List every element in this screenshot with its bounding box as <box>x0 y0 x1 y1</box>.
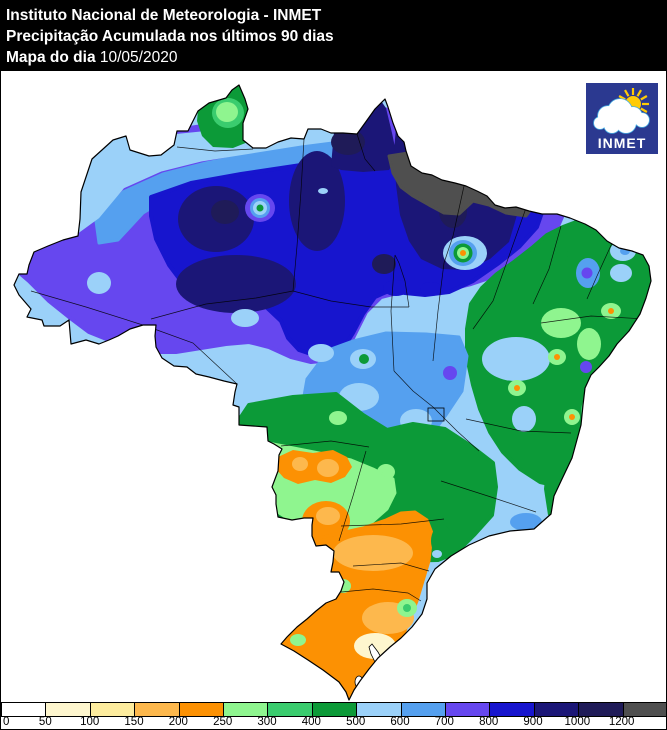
brazil-outline <box>13 84 652 701</box>
colorbar-label: 700 <box>434 716 454 728</box>
title-line-1: Instituto Nacional de Meteorologia - INM… <box>6 7 322 24</box>
colorbar-segment <box>179 703 225 716</box>
colorbar-label: 100 <box>80 716 100 728</box>
colorbar-segment <box>2 703 47 716</box>
colorbar-segment <box>224 703 269 716</box>
colorbar-segment <box>401 703 447 716</box>
map-date: 10/05/2020 <box>99 49 178 66</box>
state-borders <box>30 133 647 602</box>
title-line-3: Mapa do dia 10/05/2020 <box>6 47 666 68</box>
title-line-2: Precipitação Acumulada nos últimos 90 di… <box>6 28 334 45</box>
colorbar-label: 150 <box>124 716 144 728</box>
colorbar-segment <box>579 703 624 716</box>
title-line-3-label: Mapa do dia <box>6 49 100 66</box>
region-west-lightblue-spots <box>87 188 328 327</box>
colorbar-labels: 0 50 100 150 200 250 300 400 500 600 700 800 900 1000… <box>1 716 666 729</box>
colorbar-segment <box>268 703 313 716</box>
colorbar-label: 50 <box>38 716 52 728</box>
colorbar-segment <box>446 703 491 716</box>
colorbar-segment <box>90 703 136 716</box>
colorbar-segment <box>623 703 666 716</box>
colorbar-label: 900 <box>523 716 543 728</box>
cloud-icon <box>593 98 650 134</box>
colorbar-label: 500 <box>346 716 366 728</box>
df-square <box>427 407 445 422</box>
inmet-logo: INMET <box>586 83 658 154</box>
colorbar-label: 0 <box>3 716 10 728</box>
colorbar-label: 300 <box>257 716 277 728</box>
colorbar-label: 800 <box>479 716 499 728</box>
precipitation-contours <box>14 85 651 700</box>
bullseye-amazonas <box>245 194 275 222</box>
colorbar-label: 250 <box>213 716 233 728</box>
colorbar-label: 1200 <box>608 716 635 728</box>
colorbar-label: 600 <box>390 716 410 728</box>
colorbar-segments <box>1 702 666 717</box>
colorbar-segment <box>312 703 358 716</box>
bullseye-maranhao <box>443 236 487 270</box>
colorbar-segment <box>534 703 580 716</box>
colorbar-segment <box>135 703 180 716</box>
colorbar-label: 200 <box>168 716 188 728</box>
logo-text: INMET <box>598 135 647 151</box>
colorbar-label: 1000 <box>564 716 591 728</box>
colorbar-segment <box>490 703 535 716</box>
colorbar-segment <box>357 703 402 716</box>
header: Instituto Nacional de Meteorologia - INM… <box>1 1 666 71</box>
colorbar-segment <box>46 703 91 716</box>
colorbar-label: 400 <box>301 716 321 728</box>
region-roraima-green <box>197 85 257 148</box>
